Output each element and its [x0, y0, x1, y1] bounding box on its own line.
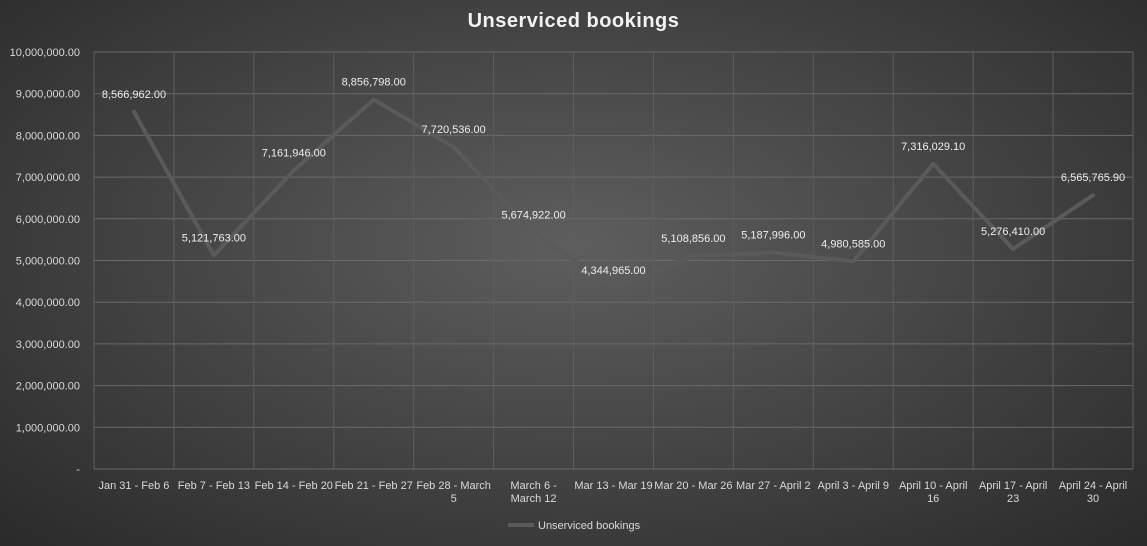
- data-label: 7,316,029.10: [901, 141, 965, 153]
- x-tick-label: April 10 - April 16: [899, 480, 967, 505]
- data-label: 8,566,962.00: [102, 89, 166, 101]
- data-label: 5,121,763.00: [182, 232, 246, 244]
- y-tick-label: 5,000,000.00: [16, 256, 80, 268]
- data-label: 7,720,536.00: [422, 124, 486, 136]
- x-tick-label: Jan 31 - Feb 6: [98, 480, 169, 492]
- data-label: 8,856,798.00: [342, 77, 406, 89]
- x-tick-label: Feb 21 - Feb 27: [335, 480, 413, 492]
- data-label: 5,187,996.00: [741, 230, 805, 242]
- data-label: 4,980,585.00: [821, 238, 885, 250]
- series-line: [131, 97, 1096, 290]
- legend-label: Unserviced bookings: [538, 520, 641, 532]
- y-tick-label: 9,000,000.00: [16, 89, 80, 101]
- y-tick-label: 1,000,000.00: [16, 422, 80, 434]
- gridlines: [93, 51, 1134, 470]
- x-tick-label: Feb 28 - March 5: [416, 480, 491, 505]
- y-tick-label: 4,000,000.00: [16, 297, 80, 309]
- x-tick-label: April 24 - April 30: [1059, 480, 1127, 505]
- x-tick-label: April 3 - April 9: [818, 480, 890, 492]
- x-tick-label: Feb 7 - Feb 13: [178, 480, 250, 492]
- data-labels: 8,566,962.00 5,121,763.00 7,161,946.00 8,85…: [102, 77, 1125, 277]
- x-tick-label: Mar 20 - Mar 26: [654, 480, 732, 492]
- data-label: 6,565,765.90: [1061, 172, 1125, 184]
- data-label: 7,161,946.00: [262, 147, 326, 159]
- chart-title: Unserviced bookings: [467, 10, 680, 32]
- y-tick-label: -: [76, 464, 80, 476]
- x-tick-label: March 6 -March 12: [510, 480, 557, 505]
- x-tick-label: April 17 - April 23: [979, 480, 1047, 505]
- data-label: 5,674,922.00: [501, 209, 565, 221]
- data-label: 4,344,965.00: [581, 265, 645, 277]
- x-tick-label: Feb 14 - Feb 20: [255, 480, 333, 492]
- x-tick-label: Mar 27 - April 2: [736, 480, 811, 492]
- y-axis-ticks: - 1,000,000.00 2,000,000.00 3,000,000.00 4,0…: [10, 47, 81, 476]
- series-lines: [131, 97, 1096, 290]
- data-label: 5,276,410.00: [981, 226, 1045, 238]
- x-axis-ticks: Jan 31 - Feb 6 Feb 7 - Feb 13 Feb 14 - Feb…: [98, 480, 1127, 505]
- data-label: 5,108,856.00: [661, 233, 725, 245]
- y-tick-label: 7,000,000.00: [16, 172, 80, 184]
- y-tick-label: 10,000,000.00: [10, 47, 80, 59]
- y-tick-label: 2,000,000.00: [16, 381, 80, 393]
- y-tick-label: 8,000,000.00: [16, 130, 80, 142]
- y-tick-label: 3,000,000.00: [16, 339, 80, 351]
- y-tick-label: 6,000,000.00: [16, 214, 80, 226]
- x-tick-label: Mar 13 - Mar 19: [574, 480, 652, 492]
- legend: Unserviced bookings: [508, 520, 641, 532]
